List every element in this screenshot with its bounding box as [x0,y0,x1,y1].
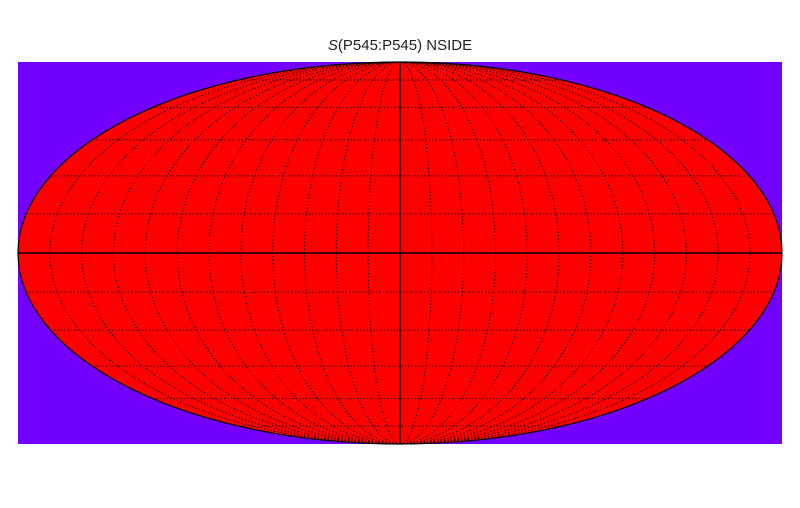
meridian-line [335,61,401,445]
title-symbol: S [327,37,338,54]
plot-title: S(P545:P545) NSIDE [0,37,800,54]
title-text: (P545:P545) NSIDE [337,37,473,54]
map-outline [17,61,783,445]
meridian-line [399,61,465,445]
